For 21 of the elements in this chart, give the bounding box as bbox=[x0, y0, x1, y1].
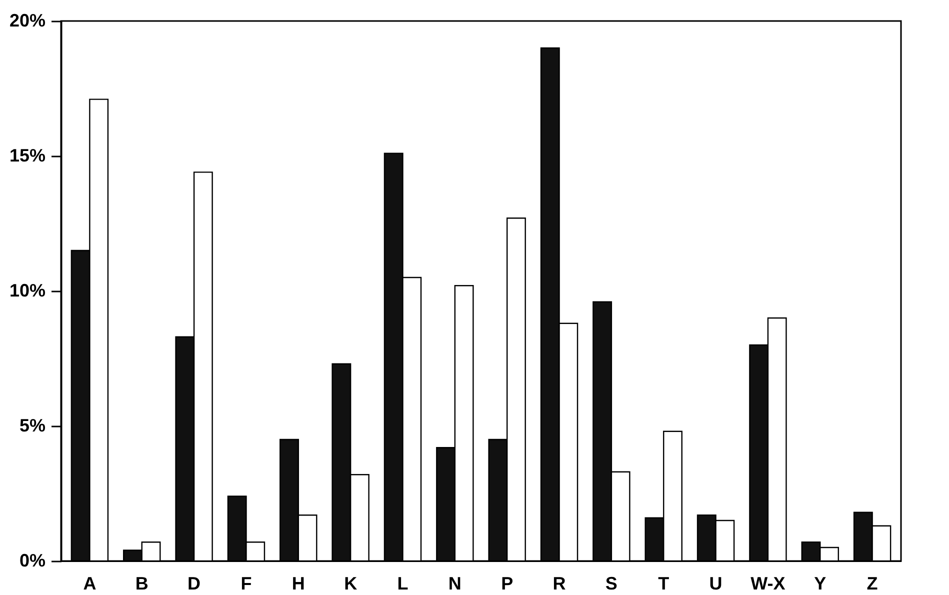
y-tick-label: 20% bbox=[9, 10, 46, 30]
x-tick-label: L bbox=[397, 574, 408, 594]
y-tick-label: 0% bbox=[19, 550, 46, 570]
y-tick-label: 5% bbox=[19, 416, 46, 436]
y-tick-label: 15% bbox=[9, 146, 46, 166]
x-tick-label: H bbox=[292, 574, 305, 594]
y-tick-label: 10% bbox=[9, 280, 46, 300]
x-tick-label: R bbox=[552, 574, 566, 594]
x-tick-label: Y bbox=[814, 574, 826, 594]
x-tick-label: Z bbox=[866, 574, 878, 594]
x-tick-label: U bbox=[709, 574, 722, 594]
x-tick-label: N bbox=[448, 574, 462, 594]
x-tick-label: P bbox=[501, 574, 514, 594]
x-tick-label: S bbox=[605, 574, 618, 594]
x-tick-label: A bbox=[83, 574, 96, 594]
x-tick-label: D bbox=[188, 574, 201, 594]
x-tick-label: K bbox=[344, 574, 358, 594]
x-tick-label: T bbox=[658, 574, 670, 594]
x-tick-label: B bbox=[135, 574, 148, 594]
x-tick-label: W-X bbox=[750, 574, 786, 594]
x-tick-label: F bbox=[240, 574, 252, 594]
